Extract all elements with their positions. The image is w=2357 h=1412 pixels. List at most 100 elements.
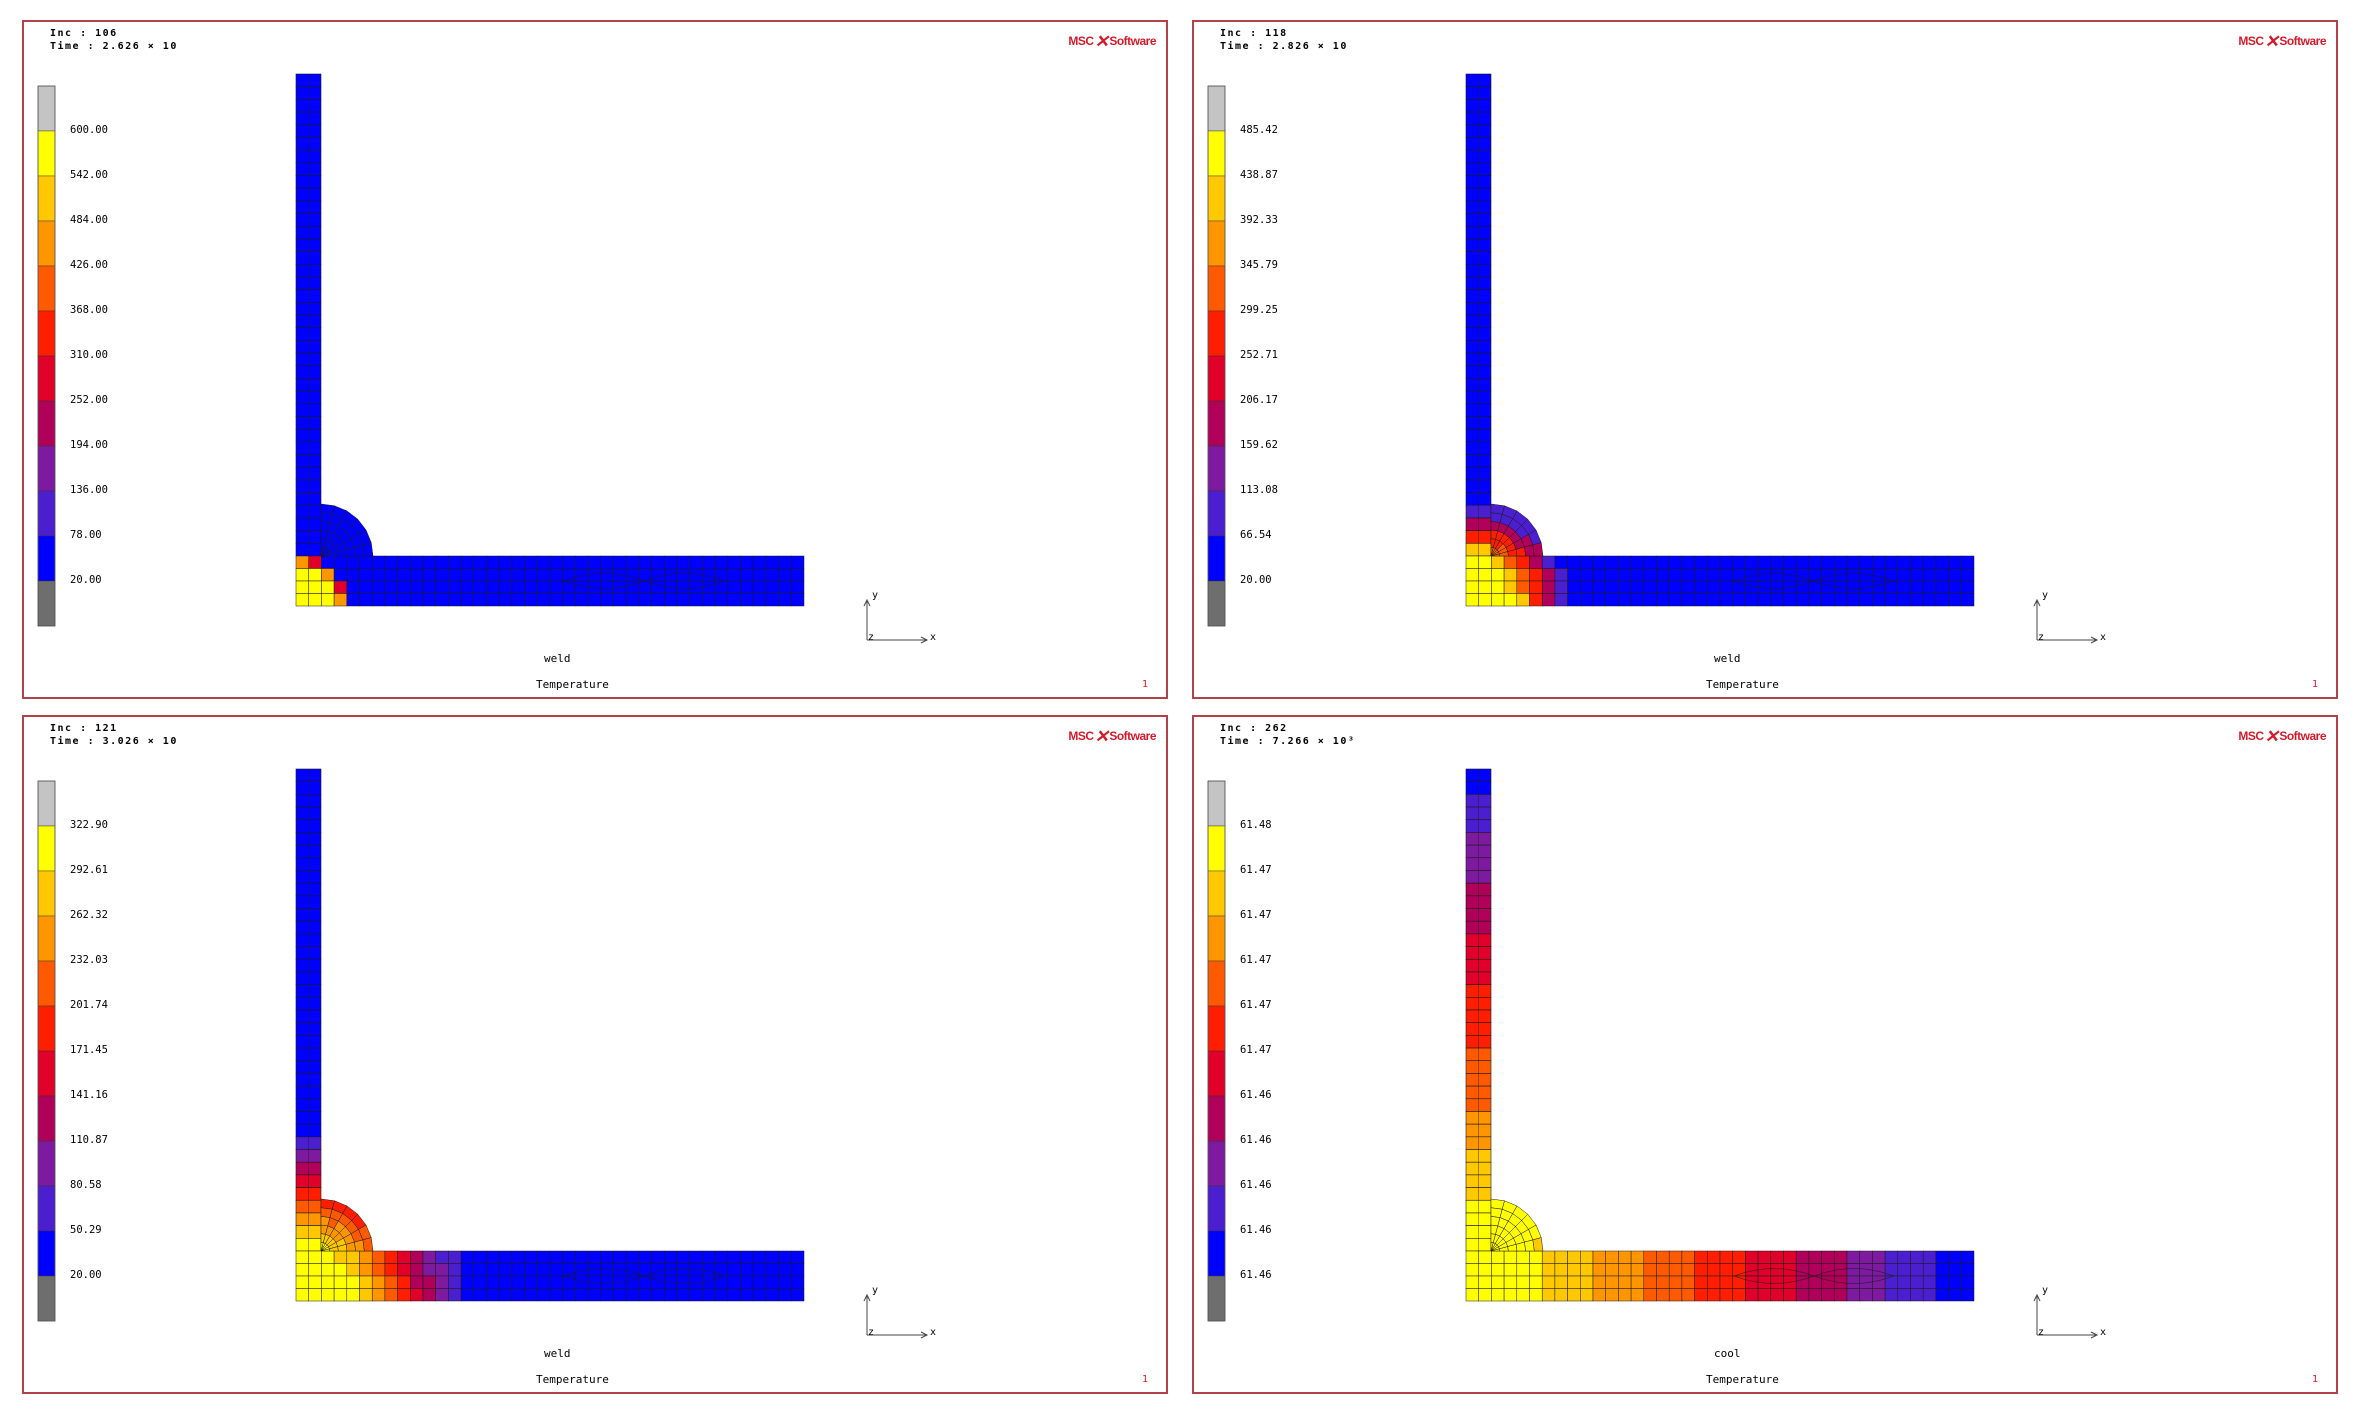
mesh-element — [1580, 1275, 1594, 1289]
mesh-element — [448, 593, 462, 607]
mesh-element — [1554, 593, 1568, 607]
mesh-element — [1884, 580, 1899, 594]
mesh-element — [371, 1288, 386, 1302]
mesh-element — [1948, 555, 1962, 569]
mesh-element — [714, 568, 729, 582]
mesh-element — [384, 555, 398, 569]
mesh-element — [575, 593, 589, 607]
mesh-element — [1618, 1263, 1632, 1277]
mesh-element — [1554, 1275, 1568, 1289]
mesh-element — [486, 1288, 500, 1302]
mesh-element — [1605, 1275, 1619, 1289]
mesh-element — [435, 1263, 449, 1277]
mesh-element — [1770, 593, 1784, 607]
legend-color-band — [1207, 175, 1226, 222]
mesh-element — [1808, 1288, 1822, 1302]
quantity-label: Temperature — [536, 678, 609, 691]
mesh-element — [1465, 1275, 1479, 1289]
mesh-element — [740, 580, 754, 594]
mesh-element — [1961, 593, 1975, 607]
legend-color-band — [1207, 1185, 1226, 1232]
mesh-element — [1529, 1250, 1543, 1264]
time-label: Time : 2.626 × 10 — [50, 41, 178, 52]
axis-label-y: y — [872, 590, 879, 601]
mesh-element — [384, 1275, 398, 1289]
mesh-element — [638, 1250, 652, 1264]
mesh-element — [511, 555, 525, 569]
mesh-element — [1554, 568, 1568, 582]
mesh-element — [448, 1263, 462, 1277]
mesh-element — [1618, 1275, 1632, 1289]
mesh-element — [1859, 593, 1873, 607]
increment-label: Inc : 262 — [1220, 723, 1288, 734]
mesh-elements — [1465, 768, 1975, 1302]
mesh-element — [1554, 580, 1568, 594]
logo-text-right: Software — [1109, 729, 1156, 743]
mesh-element — [1732, 593, 1746, 607]
mesh-element — [410, 1263, 424, 1277]
mesh-element — [1490, 1198, 1505, 1210]
mesh-element — [1541, 1275, 1556, 1289]
mesh-element — [320, 1198, 335, 1210]
mesh-element — [1668, 593, 1683, 607]
mesh-element — [664, 1250, 678, 1264]
mesh-element — [1884, 1275, 1899, 1289]
mesh-element — [791, 1275, 805, 1289]
mesh-element — [1834, 555, 1848, 569]
mesh-element — [752, 1275, 767, 1289]
mesh-element — [1846, 1288, 1860, 1302]
mesh-element — [625, 1275, 640, 1289]
mesh-element — [1656, 568, 1670, 582]
mesh-element — [740, 1250, 754, 1264]
mesh-element — [1465, 593, 1479, 607]
mesh-element — [1656, 1263, 1670, 1277]
mesh-element — [359, 1288, 373, 1302]
mesh-element — [1719, 1250, 1733, 1264]
mesh-element — [1478, 1250, 1492, 1264]
mesh-element — [524, 593, 538, 607]
mesh-element — [613, 1288, 627, 1302]
mesh-element — [1707, 593, 1721, 607]
mesh-element — [1516, 593, 1530, 607]
legend-color-band — [1207, 355, 1226, 402]
mesh-element — [537, 1250, 551, 1264]
mesh-element — [575, 1288, 589, 1302]
legend-color-band — [1207, 1275, 1226, 1322]
mesh-element — [1668, 1263, 1683, 1277]
mesh-element — [1910, 593, 1924, 607]
mesh-element — [1732, 1250, 1746, 1264]
mesh-element — [600, 555, 614, 569]
mesh-element — [1922, 593, 1937, 607]
axis-label-z: z — [868, 1327, 875, 1338]
mesh-element — [1795, 555, 1810, 569]
mesh-element — [549, 580, 563, 594]
mesh-element — [1707, 1275, 1721, 1289]
mesh-element — [587, 1250, 602, 1264]
mesh-element — [346, 1263, 360, 1277]
mesh-element — [1580, 1263, 1594, 1277]
mesh-element — [511, 1263, 525, 1277]
mesh-element — [1922, 1263, 1937, 1277]
mesh-element — [1618, 580, 1632, 594]
mesh-element — [1643, 1250, 1657, 1264]
legend-color-band — [1207, 400, 1226, 447]
mesh-element — [359, 1275, 373, 1289]
mesh-element — [1757, 1275, 1772, 1289]
mesh-element — [1719, 1263, 1733, 1277]
mesh-element — [321, 568, 335, 582]
mesh-element — [1567, 555, 1581, 569]
mesh-element — [435, 568, 449, 582]
mesh-element — [1465, 1250, 1479, 1264]
mesh-element — [511, 1250, 525, 1264]
mesh-element — [791, 593, 805, 607]
mesh-element — [537, 555, 551, 569]
mesh-element — [1605, 555, 1619, 569]
mesh-element — [1618, 568, 1632, 582]
mesh-element — [727, 568, 741, 582]
mesh-element — [1897, 1288, 1911, 1302]
mesh-element — [1516, 568, 1530, 582]
mesh-element — [460, 580, 475, 594]
mesh-element — [397, 568, 411, 582]
legend-color-band — [1207, 445, 1226, 492]
mesh-element — [1948, 1250, 1962, 1264]
